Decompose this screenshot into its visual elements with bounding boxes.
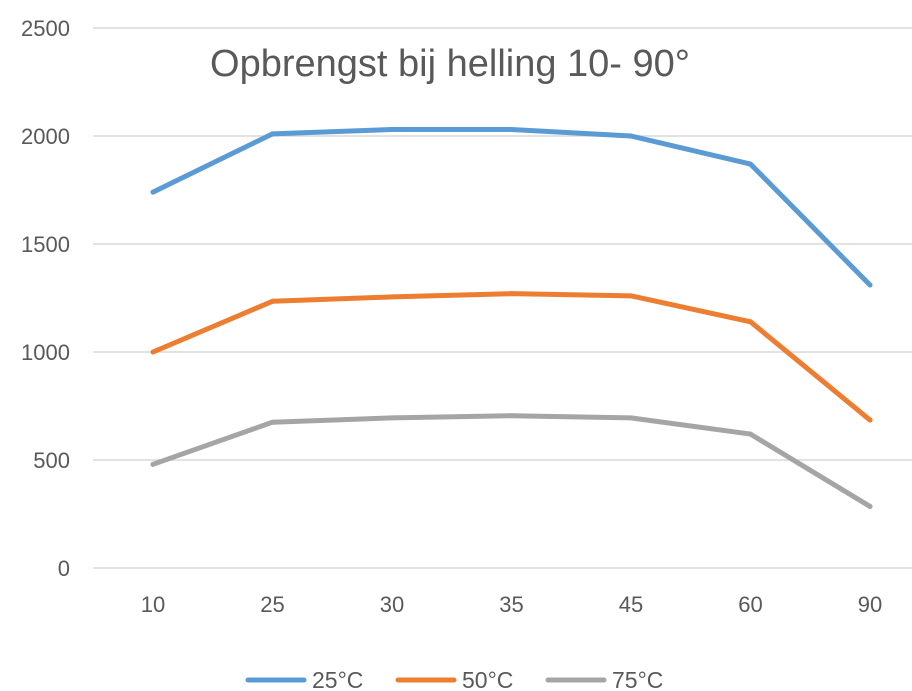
gridlines — [93, 27, 912, 569]
data-point — [509, 127, 514, 133]
data-point — [748, 431, 753, 437]
data-point — [748, 319, 753, 325]
data-point — [150, 461, 156, 467]
x-tick-label: 25 — [260, 592, 284, 617]
data-point — [867, 282, 873, 288]
y-tick-label: 500 — [33, 448, 70, 473]
series-line-1 — [150, 291, 873, 423]
x-tick-label: 60 — [738, 592, 762, 617]
data-point — [270, 298, 275, 304]
legend-item: 50°C — [395, 667, 513, 691]
chart-title: Opbrengst bij helling 10- 90° — [210, 43, 690, 85]
y-tick-label: 0 — [58, 556, 70, 581]
x-tick-label: 35 — [499, 592, 523, 617]
data-point — [509, 291, 514, 297]
legend: 25°C 50°C 75°C — [245, 667, 663, 691]
data-point — [867, 503, 873, 509]
legend-label: 25°C — [312, 667, 363, 691]
data-point — [748, 161, 753, 167]
data-point — [628, 133, 634, 139]
legend-label: 50°C — [462, 667, 513, 691]
data-point — [628, 293, 634, 299]
legend-item: 25°C — [245, 667, 363, 691]
data-point — [509, 413, 514, 419]
y-tick-label: 2500 — [21, 16, 70, 41]
y-tick-label: 2000 — [21, 124, 70, 149]
x-tick-label: 90 — [858, 592, 882, 617]
data-point — [270, 131, 275, 137]
data-point — [628, 415, 634, 421]
data-point — [389, 294, 395, 300]
x-axis-ticks: 10 25 30 35 45 60 90 — [141, 592, 882, 617]
series-line-0 — [150, 127, 873, 288]
legend-label: 75°C — [612, 667, 663, 691]
data-point — [867, 417, 873, 423]
y-axis-ticks: 0 500 1000 1500 2000 2500 — [21, 16, 70, 581]
x-tick-label: 30 — [380, 592, 404, 617]
y-tick-label: 1500 — [21, 232, 70, 257]
data-point — [389, 415, 395, 421]
x-tick-label: 45 — [619, 592, 643, 617]
series-line-2 — [150, 413, 873, 509]
x-tick-label: 10 — [141, 592, 165, 617]
data-point — [150, 349, 156, 355]
data-point — [150, 189, 156, 195]
data-point — [389, 127, 395, 133]
y-tick-label: 1000 — [21, 340, 70, 365]
data-point — [270, 419, 275, 425]
legend-item: 75°C — [545, 667, 663, 691]
series-lines — [150, 127, 873, 509]
